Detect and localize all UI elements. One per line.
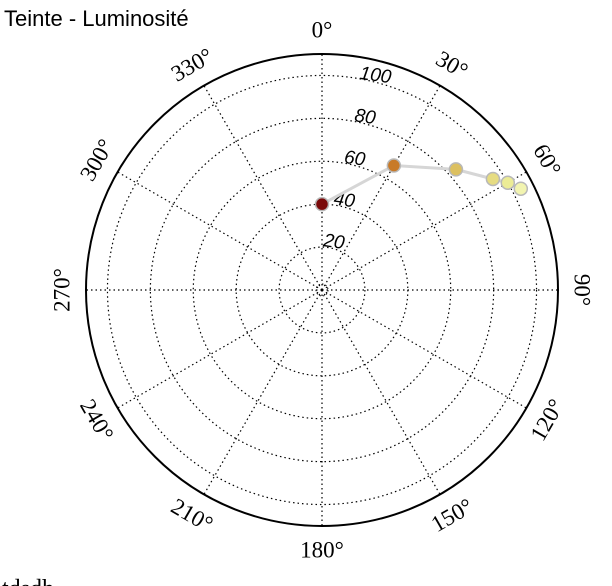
grid-spoke-150 [322,290,440,494]
angle-tick-label-30: 30° [432,46,472,84]
data-point-4 [501,176,514,189]
angle-tick-label-90: 90° [570,274,595,306]
grid-spoke-300 [118,172,322,290]
angle-tick-label-210: 210° [167,493,217,537]
grid-spoke-120 [322,290,526,408]
angle-tick-label-270: 270° [50,268,75,312]
grid-spoke-330 [204,86,322,290]
angle-tick-label-330: 330° [167,43,217,87]
polar-grid [86,54,558,526]
grid-spoke-30 [322,86,440,290]
radial-tick-label-100: 100 [358,63,393,88]
radial-tick-label-80: 80 [353,105,377,129]
angle-tick-label-0: 0° [312,18,333,43]
grid-spoke-60 [322,172,526,290]
data-point-1 [387,159,400,172]
angle-tick-label-60: 60° [528,140,566,180]
angle-tick-label-240: 240° [75,395,119,445]
radial-tick-label-60: 60 [343,147,367,171]
radial-tick-label-20: 20 [321,230,346,254]
footer-text: tdsdh [2,576,54,586]
angle-tick-label-150: 150° [427,493,477,537]
grid-spoke-240 [118,290,322,408]
angle-tick-label-120: 120° [525,395,569,445]
angle-tick-label-300: 300° [75,135,119,185]
cropped-footer-text: tdsdh [0,570,60,586]
data-point-2 [449,163,462,176]
data-point-3 [486,172,499,185]
grid-spoke-210 [204,290,322,494]
data-point-0 [316,198,329,211]
angle-tick-label-180: 180° [300,538,344,563]
data-point-5 [514,182,527,195]
